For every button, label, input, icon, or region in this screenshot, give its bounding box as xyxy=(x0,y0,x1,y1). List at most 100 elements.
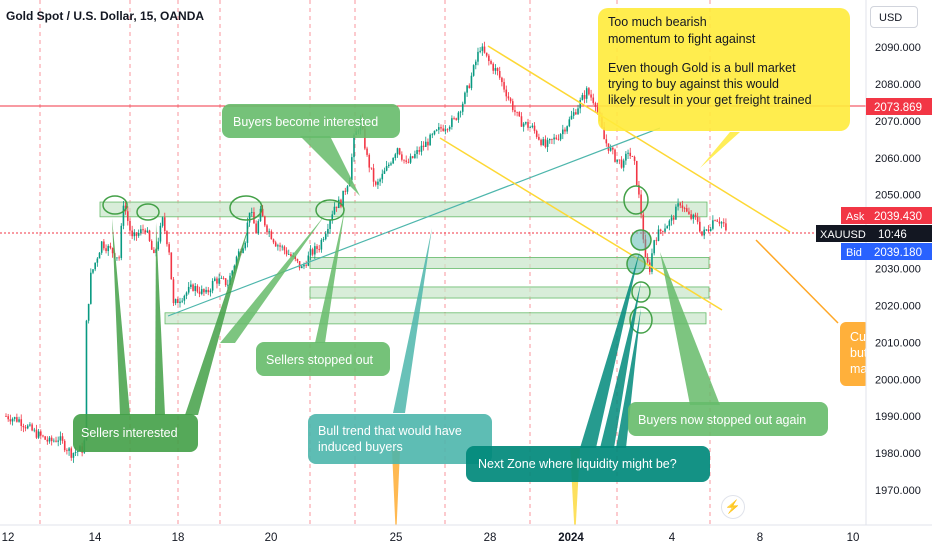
time-axis-panel[interactable] xyxy=(0,525,932,550)
candle-body xyxy=(542,139,545,146)
candle-body xyxy=(76,451,79,453)
candle-body xyxy=(401,154,403,160)
candle-body xyxy=(57,440,59,442)
candle-body xyxy=(483,46,486,53)
candle-body xyxy=(366,148,368,155)
callout-pointers xyxy=(112,132,740,540)
currency-button[interactable]: USD xyxy=(870,6,918,28)
candle-body xyxy=(370,167,373,169)
candle-body xyxy=(662,230,664,232)
bull-trend-box xyxy=(308,414,492,464)
candle-body xyxy=(105,248,107,252)
circle-high-3 xyxy=(229,195,263,221)
candle-body xyxy=(418,150,421,152)
x-axis-ticks: 12 14 18 20 25 28 2024 4 8 10 xyxy=(2,532,860,544)
resistance-price-tag xyxy=(866,98,932,115)
candle-body xyxy=(33,429,36,431)
price-axis-panel[interactable] xyxy=(866,0,932,550)
candle-body xyxy=(411,156,414,158)
candle-body xyxy=(388,164,390,167)
tradingview-logo-icon[interactable]: ⚡ xyxy=(721,495,745,519)
candles xyxy=(5,41,727,463)
candle-body xyxy=(572,112,575,116)
candle-body xyxy=(16,417,18,422)
candle-body xyxy=(477,51,479,62)
candle-body xyxy=(368,154,371,168)
pointer-sellers-stopped-2 xyxy=(220,215,325,343)
candle-body xyxy=(394,154,397,159)
bid-label-tag xyxy=(841,243,866,260)
candle-body xyxy=(131,230,133,237)
candle-body xyxy=(290,254,292,257)
candle-body xyxy=(222,277,225,279)
candle-body xyxy=(603,127,605,140)
candle-body xyxy=(427,141,429,146)
candle-body xyxy=(509,98,512,102)
candle-body xyxy=(666,226,668,229)
candle-body xyxy=(488,55,490,62)
x-tick-label: 20 xyxy=(265,532,278,544)
candle-body xyxy=(127,211,129,221)
candle-body xyxy=(166,231,168,245)
candle-body xyxy=(170,252,173,280)
candle-body xyxy=(590,94,592,98)
candle-body xyxy=(50,437,53,442)
candle-body xyxy=(529,127,531,128)
candle-body xyxy=(220,277,223,279)
candle-body xyxy=(203,289,205,293)
candle-body xyxy=(435,129,438,131)
candle-body xyxy=(22,426,25,428)
sellers-stopped-box xyxy=(256,342,390,376)
candle-body xyxy=(555,137,558,139)
pointer-buyers-stopped xyxy=(660,252,720,405)
candle-body xyxy=(250,212,253,213)
y-tick-label: 2000.000 xyxy=(875,374,921,386)
candle-body xyxy=(455,118,458,120)
candle-body xyxy=(205,289,207,293)
candle-body xyxy=(670,217,673,221)
candle-body xyxy=(7,416,9,420)
candle-body xyxy=(468,85,471,89)
candle-body xyxy=(718,221,721,224)
candle-body xyxy=(592,97,595,104)
candle-body xyxy=(714,220,716,222)
candle-body xyxy=(490,61,492,64)
candle-body xyxy=(377,181,379,185)
candle-body xyxy=(146,230,149,233)
candle-body xyxy=(318,249,320,250)
candle-body xyxy=(327,228,329,234)
candle-body xyxy=(68,448,70,451)
y-tick-label: 2090.000 xyxy=(875,42,921,54)
candle-body xyxy=(679,203,682,206)
ask-label-tag xyxy=(841,207,866,224)
candle-body xyxy=(337,199,340,209)
candle-body xyxy=(13,417,16,419)
candle-body xyxy=(544,139,547,147)
bull-trend-text-2: induced buyers xyxy=(318,440,403,454)
candle-body xyxy=(18,419,20,422)
candle-body xyxy=(181,300,183,302)
candle-body xyxy=(633,156,636,161)
symbol-text: XAUUSD xyxy=(820,229,866,241)
candle-body xyxy=(390,163,392,165)
candle-body xyxy=(42,435,44,437)
candle-body xyxy=(257,221,260,234)
candle-body xyxy=(118,257,120,259)
candle-body xyxy=(35,429,38,438)
x-tick-label: 14 xyxy=(89,532,102,544)
candle-body xyxy=(446,129,449,131)
candle-body xyxy=(331,214,334,221)
candle-body xyxy=(324,233,327,240)
candle-body xyxy=(522,123,525,127)
candle-body xyxy=(712,220,714,229)
symbol-title: Gold Spot / U.S. Dollar, 15, OANDA xyxy=(6,9,205,23)
candle-body xyxy=(231,270,233,276)
liquidity-zone xyxy=(99,201,708,218)
x-tick-label: 25 xyxy=(390,532,403,544)
candle-body xyxy=(720,222,723,224)
upper-bear-channel-line xyxy=(487,45,791,233)
candle-body xyxy=(694,214,697,218)
candle-body xyxy=(405,160,407,162)
candle-body xyxy=(314,246,316,255)
